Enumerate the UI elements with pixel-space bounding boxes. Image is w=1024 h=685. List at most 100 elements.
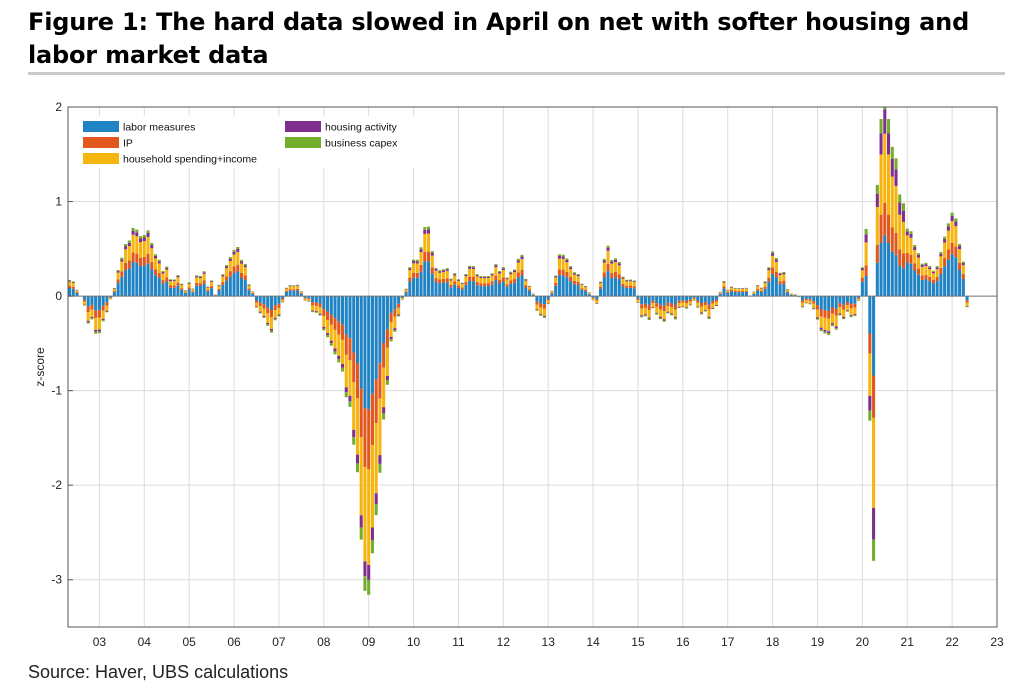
bar-segment-capex	[599, 281, 603, 283]
bar-segment-ip	[613, 271, 618, 278]
bar-segment-capex	[326, 335, 330, 338]
bar-segment-ip	[210, 286, 214, 289]
bar-segment-ip	[225, 276, 229, 281]
bar-segment-ip	[602, 272, 606, 278]
bar-segment-housing	[397, 314, 401, 316]
bar-segment-labor	[576, 285, 580, 297]
bar-segment-ip	[606, 263, 610, 271]
bar-segment-housing	[655, 312, 659, 314]
bar-segment-labor	[348, 296, 352, 339]
bar-segment-labor	[546, 296, 550, 300]
bar-segment-capex	[834, 327, 838, 330]
bar-segment-labor	[412, 277, 416, 297]
bar-segment-ip	[135, 253, 139, 263]
bar-segment-capex	[116, 270, 120, 272]
bar-segment-housing	[464, 274, 468, 277]
bar-segment-labor	[610, 278, 614, 297]
bar-segment-housing	[363, 561, 367, 577]
bar-segment-housing	[800, 306, 805, 307]
bar-segment-labor	[127, 268, 131, 297]
bar-segment-labor	[142, 265, 146, 297]
bar-segment-household	[756, 286, 760, 290]
bar-segment-labor	[666, 296, 670, 303]
bar-segment-labor	[853, 296, 857, 304]
bar-segment-ip	[849, 304, 853, 309]
bar-segment-household	[105, 305, 109, 311]
bar-segment-housing	[176, 276, 180, 278]
bar-segment-housing	[116, 271, 120, 273]
bar-segment-housing	[284, 288, 288, 289]
bar-segment-labor	[86, 296, 90, 307]
bar-segment-housing	[348, 395, 352, 402]
bar-segment-ip	[763, 286, 767, 289]
bar-segment-capex	[139, 236, 143, 239]
stacked-bar-chart: 03 04 05 06 07 08 09 10 11 12 13 14 15 16 17 18 19 20 21 22…	[33, 100, 1004, 649]
bar-segment-ip	[767, 277, 771, 282]
bar-segment-labor	[359, 296, 363, 389]
bar-segment-ip	[296, 288, 300, 291]
bar-segment-ip	[228, 271, 232, 277]
bar-segment-capex	[958, 243, 962, 247]
bar-segment-housing	[468, 266, 472, 269]
bar-segment-labor	[958, 270, 962, 297]
bar-segment-housing	[101, 318, 105, 321]
bar-segment-labor	[363, 296, 367, 409]
bar-segment-housing	[879, 133, 883, 155]
x-tick-label: 15	[631, 635, 645, 649]
bar-segment-capex	[498, 271, 502, 273]
bar-segment-household	[901, 221, 906, 254]
bar-segment-capex	[157, 259, 161, 262]
bar-series	[67, 107, 969, 595]
bar-segment-household	[782, 274, 786, 281]
bar-segment-housing	[247, 284, 251, 286]
bar-segment-ip	[157, 272, 161, 278]
bar-segment-labor	[782, 284, 786, 297]
bar-segment-capex	[225, 265, 229, 267]
bar-segment-capex	[479, 276, 483, 277]
bar-segment-ip	[782, 280, 786, 285]
y-tick-label: 2	[55, 100, 62, 114]
bar-segment-labor	[928, 281, 932, 297]
bar-segment-household	[688, 301, 692, 305]
bar-segment-household	[168, 280, 173, 286]
bar-segment-capex	[505, 277, 509, 279]
bar-segment-labor	[916, 274, 920, 297]
bar-segment-labor	[176, 285, 180, 297]
bar-segment-capex	[71, 281, 75, 283]
bar-segment-capex	[613, 258, 618, 260]
x-tick-label: 16	[676, 635, 690, 649]
bar-segment-household	[236, 251, 240, 265]
bar-segment-labor	[288, 290, 292, 297]
bar-segment-ip	[864, 265, 868, 276]
bar-segment-labor	[307, 296, 311, 299]
bar-segment-labor	[393, 296, 397, 310]
bar-segment-capex	[153, 254, 158, 256]
bar-segment-ip	[153, 269, 158, 276]
bar-segment-household	[195, 277, 199, 283]
bar-segment-labor	[539, 296, 543, 304]
bar-segment-capex	[774, 258, 778, 260]
bar-segment-housing	[613, 259, 618, 263]
bar-segment-labor	[898, 265, 902, 297]
bar-segment-household	[853, 307, 857, 315]
bar-segment-capex	[438, 270, 442, 272]
bar-segment-household	[666, 306, 670, 312]
bar-segment-ip	[576, 281, 580, 286]
bar-segment-housing	[621, 277, 625, 279]
bar-segment-housing	[707, 316, 711, 318]
bar-segment-capex	[348, 401, 352, 407]
bar-segment-capex	[628, 279, 633, 281]
bar-segment-labor	[838, 296, 842, 304]
bar-segment-labor	[397, 296, 401, 304]
bar-segment-labor	[789, 294, 793, 297]
bar-segment-labor	[475, 285, 479, 297]
bar-segment-capex	[501, 267, 505, 269]
bar-segment-capex	[367, 579, 371, 595]
bar-segment-household	[378, 398, 382, 456]
bar-segment-housing	[774, 259, 778, 262]
bar-segment-household	[524, 280, 528, 286]
bar-segment-labor	[845, 296, 849, 303]
bar-segment-labor	[741, 292, 745, 297]
bar-segment-household	[628, 281, 633, 286]
bar-segment-housing	[329, 340, 333, 344]
